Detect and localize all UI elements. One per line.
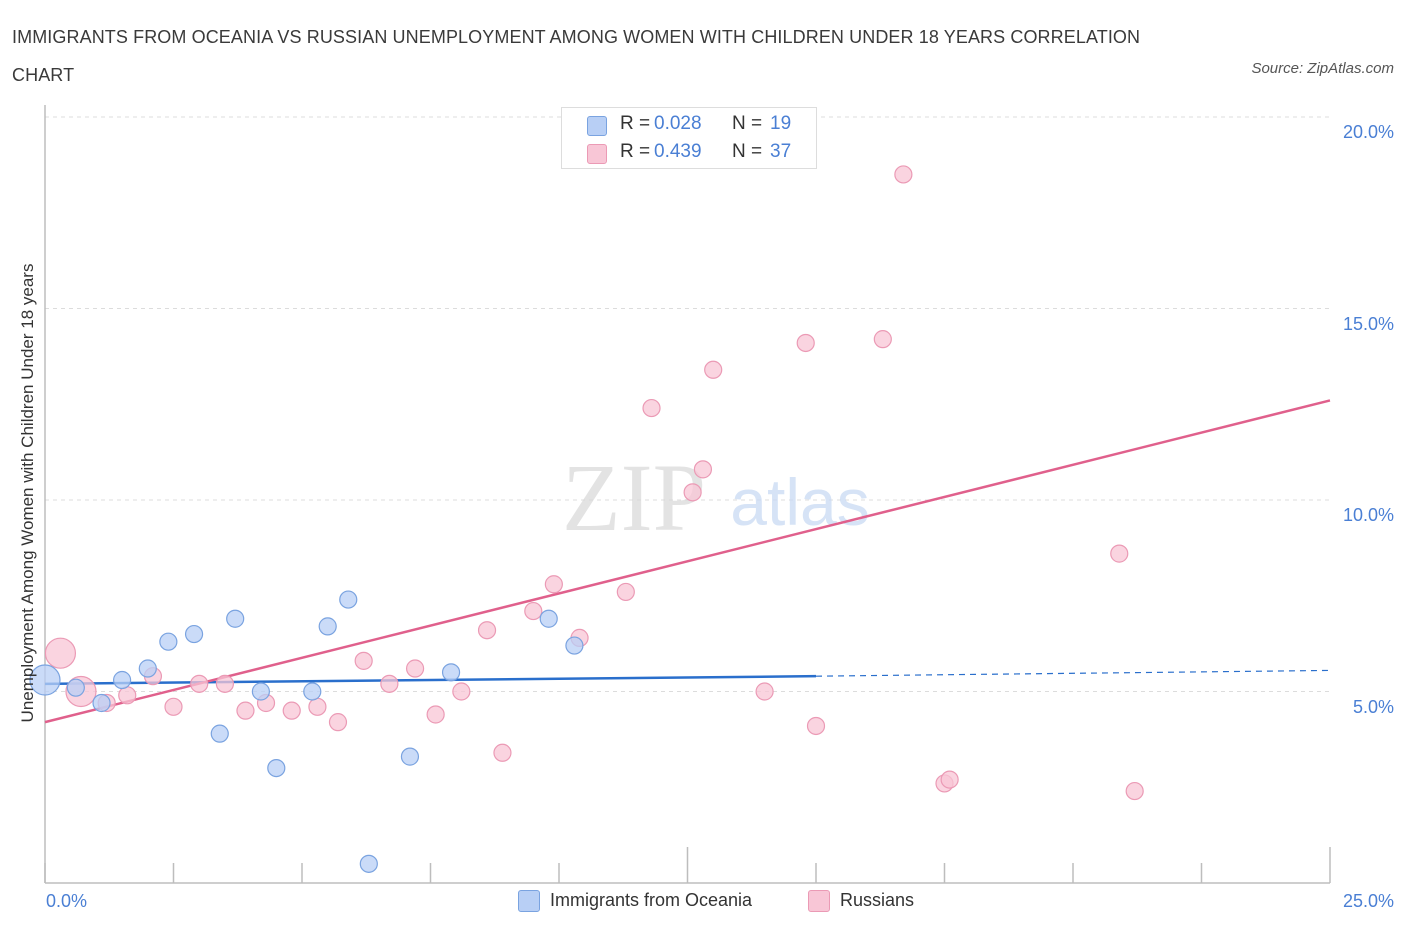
r-label: R =: [620, 113, 651, 134]
russians-point: [544, 575, 563, 594]
oceania-trend-line: [44, 674, 817, 686]
russians-point: [704, 360, 723, 379]
russians-point: [524, 601, 543, 621]
legend-blue-swatch: [518, 890, 540, 912]
oceania-point: [66, 678, 85, 697]
watermark-atlas: atlas: [730, 465, 869, 539]
legend-label: Immigrants from Oceania: [550, 890, 753, 910]
chart-source: Source: ZipAtlas.com: [1251, 60, 1394, 77]
oceania-point: [539, 609, 558, 628]
y-tick-label: 5.0%: [1352, 697, 1394, 717]
russians-point: [380, 674, 399, 693]
oceania-point: [226, 609, 245, 628]
r-label: R =: [620, 141, 651, 162]
oceania-point: [251, 682, 270, 701]
legend-pink-swatch: [808, 890, 830, 912]
russians-point: [477, 621, 497, 640]
oceania-point: [400, 747, 420, 766]
x-tick-label: 0.0%: [46, 891, 88, 911]
oceania-point: [210, 724, 229, 743]
russians-point: [796, 333, 815, 353]
russians-point: [806, 716, 826, 736]
correlation-stats-box: R = 0.028 N = 19 R = 0.439 N = 37: [561, 107, 817, 169]
r-value: 0.028: [654, 113, 702, 134]
oceania-point: [303, 682, 322, 701]
oceania-point: [441, 663, 461, 682]
russians-point: [642, 398, 661, 418]
oceania-point: [29, 664, 61, 696]
pink-swatch: [587, 144, 607, 164]
russians-point: [683, 483, 702, 502]
russians-point: [308, 697, 327, 716]
y-tick-label: 15.0%: [1342, 314, 1394, 334]
russians-point: [405, 659, 425, 678]
oceania-point: [267, 758, 286, 778]
russians-point: [190, 674, 209, 693]
russians-point: [693, 460, 713, 479]
r-value: 0.439: [654, 141, 702, 162]
stats-row-russians: R = 0.439 N = 37: [562, 138, 816, 166]
watermark-zip: ZIP: [562, 444, 706, 551]
n-label: N =: [732, 141, 763, 162]
n-value: 19: [770, 113, 792, 134]
russians-point: [164, 697, 183, 716]
russians-point: [1110, 544, 1129, 563]
oceania-point: [92, 693, 111, 713]
oceania-point: [184, 624, 204, 644]
n-label: N =: [732, 113, 763, 134]
oceania-point: [112, 670, 132, 690]
russians-point: [426, 705, 445, 724]
blue-swatch: [587, 116, 607, 136]
russians-point: [940, 770, 959, 789]
russians-point: [493, 743, 512, 762]
russians-point: [328, 713, 348, 732]
n-value: 37: [770, 141, 792, 162]
oceania-point: [318, 617, 337, 636]
russians-point: [616, 582, 635, 602]
russians-point: [1125, 781, 1144, 801]
y-tick-label: 10.0%: [1342, 505, 1394, 525]
russians-point: [873, 330, 892, 349]
russians-point: [755, 682, 774, 701]
russians-point: [236, 701, 255, 720]
russians-point: [44, 637, 77, 669]
oceania-point: [159, 632, 178, 651]
russians-point: [282, 701, 301, 720]
russians-point: [215, 674, 234, 693]
oceania-point: [339, 590, 358, 609]
russians-point: [354, 651, 373, 670]
russians-trend-line: [44, 399, 1331, 724]
russians-point: [452, 682, 471, 701]
oceania-trend-extension: [815, 669, 1331, 677]
y-tick-label: 20.0%: [1342, 122, 1394, 142]
oceania-point: [565, 636, 584, 655]
stats-row-oceania: R = 0.028 N = 19: [562, 110, 816, 138]
russians-point: [894, 165, 913, 184]
russians-point: [118, 686, 137, 705]
oceania-point: [359, 854, 378, 873]
chart-title: IMMIGRANTS FROM OCEANIA VS RUSSIAN UNEMP…: [12, 27, 1141, 85]
oceania-point: [138, 659, 157, 678]
legend-label: Russians: [840, 890, 915, 910]
y-axis-label: Unemployment Among Women with Children U…: [18, 263, 37, 723]
x-tick-label: 25.0%: [1342, 891, 1394, 911]
